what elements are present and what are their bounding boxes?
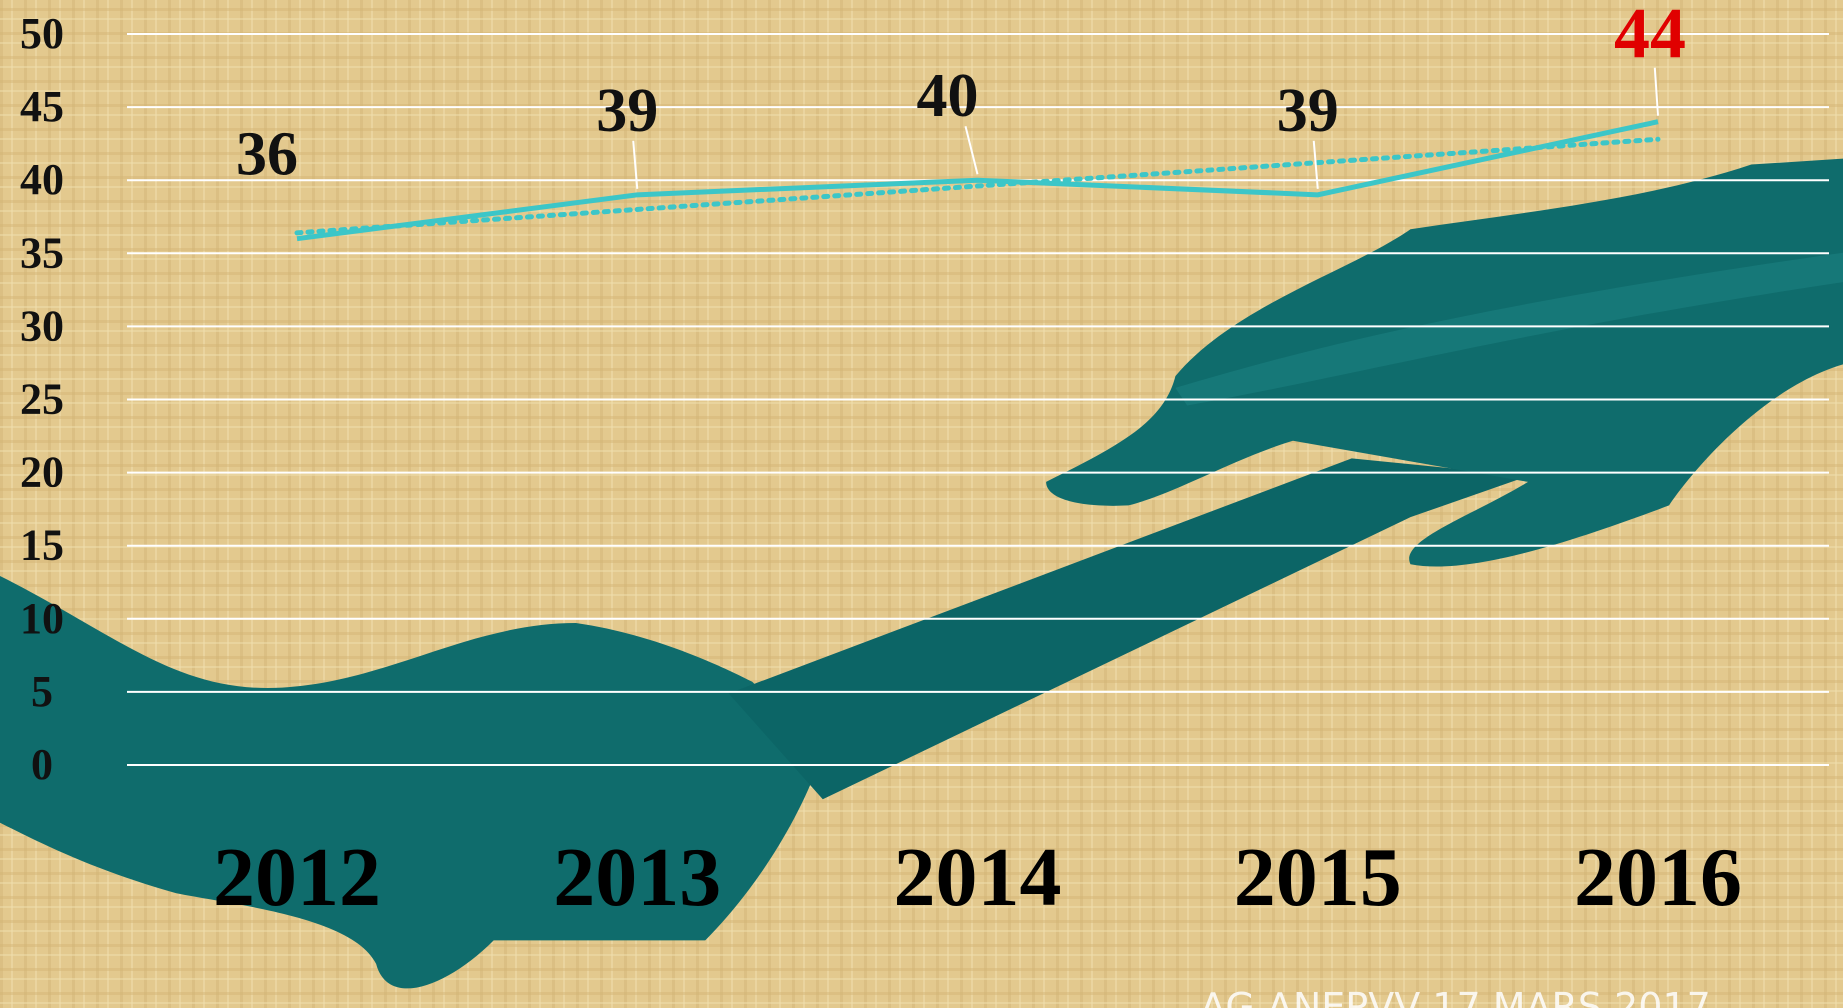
y-tick-label: 15	[20, 521, 64, 570]
data-label: 40	[917, 62, 979, 130]
y-tick-label: 45	[20, 82, 64, 131]
leader-line	[1653, 67, 1659, 116]
data-label: 39	[596, 77, 658, 145]
data-label: 39	[1277, 77, 1339, 145]
y-tick-label: 10	[20, 594, 64, 643]
y-tick-label: 25	[20, 375, 64, 424]
data-label: 44	[1614, 0, 1686, 74]
y-tick-label: 50	[20, 9, 64, 58]
y-tick-label: 35	[20, 228, 64, 277]
y-tick-label: 20	[20, 448, 64, 497]
x-tick-label: 2014	[894, 831, 1062, 924]
trendline	[294, 136, 1661, 236]
hands-illustration	[0, 158, 1843, 989]
footer: AG ANEPVV 17 MARS 2017	[1200, 985, 1711, 1008]
x-tick-label: 2013	[553, 831, 721, 924]
y-tick-label: 5	[31, 667, 53, 716]
line	[296, 119, 1659, 242]
x-tick-label: 2016	[1574, 831, 1742, 924]
leader-line	[1312, 140, 1319, 189]
y-tick-label: 0	[31, 740, 53, 789]
y-tick-label: 30	[20, 301, 64, 350]
leader-line	[964, 125, 979, 175]
y-tick-label: 40	[20, 155, 64, 204]
x-tick-label: 2015	[1234, 831, 1402, 924]
data-label: 36	[236, 121, 298, 189]
x-tick-label: 2012	[213, 831, 381, 924]
leader-line	[632, 140, 639, 189]
